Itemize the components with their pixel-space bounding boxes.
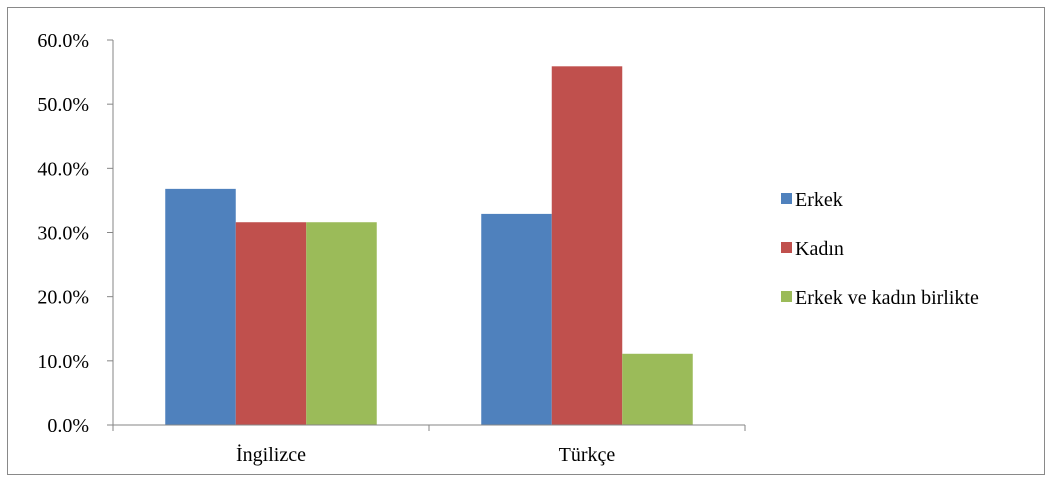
y-tick-label: 30.0%	[37, 223, 89, 245]
y-tick-label: 60.0%	[37, 30, 89, 52]
y-tick-label: 0.0%	[47, 415, 89, 437]
legend-swatch	[781, 242, 792, 253]
legend-swatch	[781, 291, 792, 302]
x-axis-ticks: İngilizce Türkçe	[112, 425, 746, 466]
legend: Erkek Kadın Erkek ve kadın birlikte	[781, 189, 979, 309]
legend-label: Erkek ve kadın birlikte	[795, 287, 979, 309]
y-tick-label: 10.0%	[37, 351, 89, 373]
y-tick-label: 50.0%	[37, 94, 89, 116]
y-axis-ticks: 0.0% 10.0% 20.0% 30.0% 40.0% 50.0% 60.0%	[37, 30, 113, 437]
bar-erkek-ve-kadın-birlikte-1	[306, 222, 377, 425]
x-category-label: Türkçe	[559, 444, 616, 466]
legend-swatch	[781, 193, 792, 204]
y-tick-label: 40.0%	[37, 158, 89, 180]
legend-label: Erkek	[795, 189, 843, 211]
bar-kadın-2	[551, 66, 623, 425]
bar-kadın-1	[235, 222, 307, 425]
legend-label: Kadın	[795, 238, 844, 260]
bar-erkek-2	[481, 213, 552, 425]
bar-erkek-1	[165, 188, 236, 425]
y-tick-label: 20.0%	[37, 287, 89, 309]
bars	[165, 66, 693, 425]
bar-erkek-ve-kadın-birlikte-2	[622, 353, 693, 425]
x-category-label: İngilizce	[236, 443, 306, 466]
